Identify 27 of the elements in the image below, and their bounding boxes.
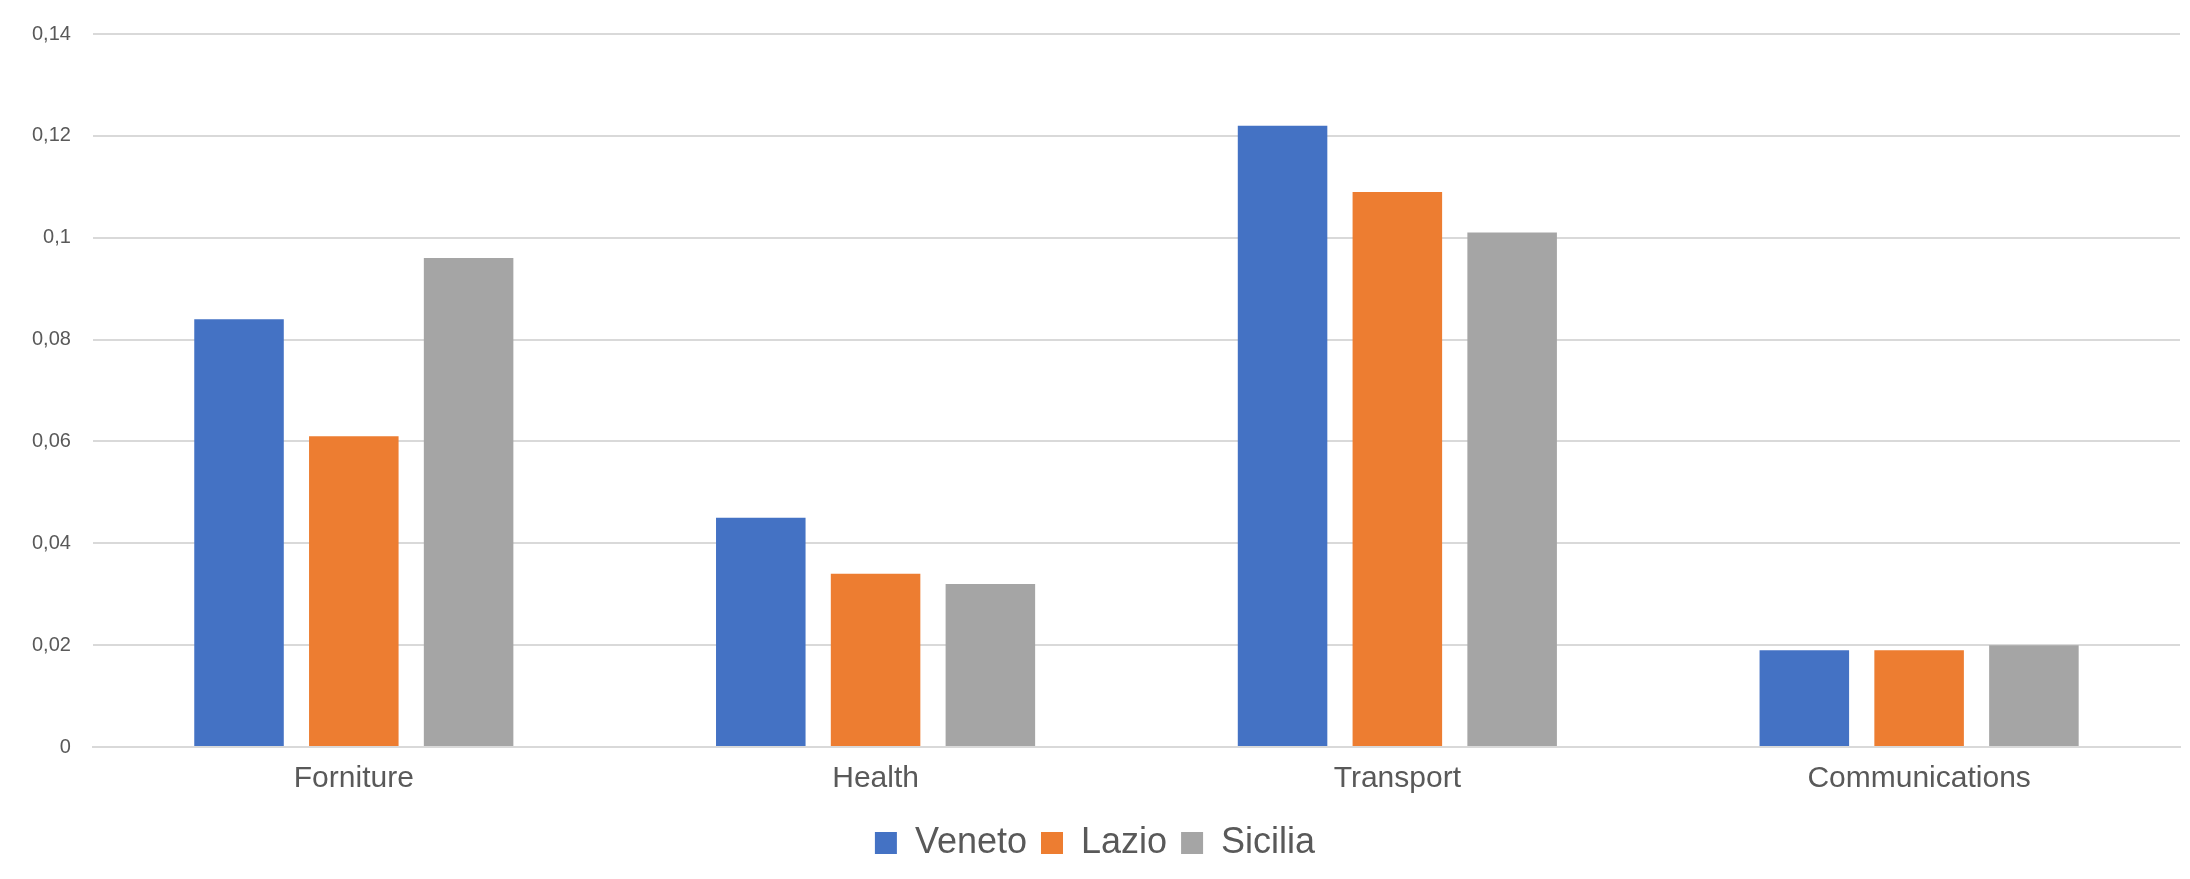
bar: [1237, 125, 1328, 746]
legend-label: Lazio: [1081, 819, 1168, 861]
x-tick-label: Forniture: [293, 760, 414, 794]
y-tick-label: 0,08: [31, 327, 71, 350]
bar: [194, 319, 284, 746]
bar: [1352, 191, 1443, 746]
bar: [830, 573, 921, 746]
bar: [716, 517, 806, 746]
y-tick-label: 0,14: [31, 21, 71, 44]
y-tick-label: 0,02: [31, 632, 71, 655]
y-tick-label: 0,12: [31, 123, 71, 146]
x-tick-label: Health: [832, 760, 919, 794]
bar: [1467, 232, 1557, 746]
legend-label: Veneto: [914, 819, 1028, 861]
y-tick-label: 0,06: [31, 428, 71, 451]
legend-label: Sicilia: [1221, 819, 1317, 861]
bar: [1759, 650, 1850, 746]
x-tick-label: Transport: [1333, 760, 1462, 794]
bar: [1874, 650, 1964, 746]
y-tick-label: 0,1: [43, 225, 71, 248]
bar: [309, 436, 399, 746]
bar: [1989, 645, 2079, 746]
bar: [423, 258, 514, 746]
y-tick-label: 0: [59, 734, 71, 757]
y-tick-label: 0,04: [31, 530, 71, 553]
bar: [945, 584, 1036, 746]
x-tick-label: Communications: [1807, 760, 2031, 794]
